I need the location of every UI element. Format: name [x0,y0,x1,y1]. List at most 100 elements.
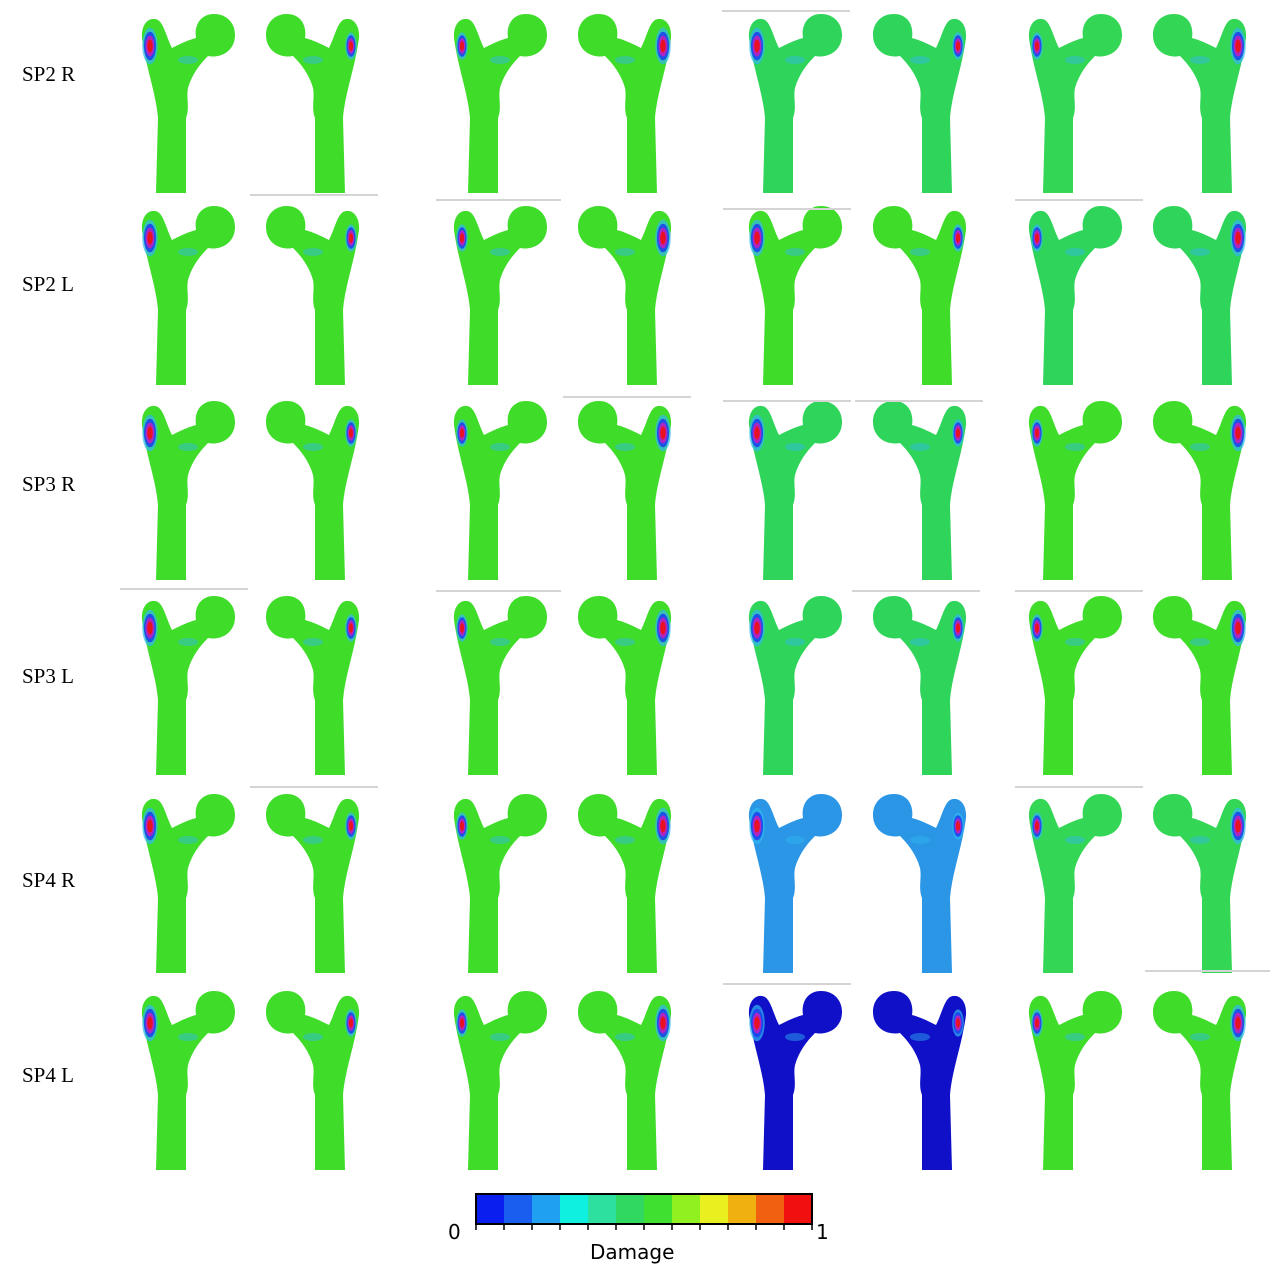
femur-surface [577,206,672,385]
femur-surface [265,991,360,1170]
femur-surface [141,206,236,385]
femur-pair [1015,8,1265,198]
colorbar-segment [476,1194,505,1224]
damage-contour [785,638,805,646]
femur-surface [453,794,548,973]
femur-model [1152,206,1247,385]
damage-contour [955,1018,961,1028]
femur-pair [1015,590,1265,780]
damage-contour [754,1016,760,1030]
image-separator-line [723,208,851,210]
femur-surface [265,206,360,385]
damage-contour [1190,56,1210,64]
damage-contour [348,623,354,633]
damage-contour [348,41,354,51]
femur-model [872,596,967,775]
damage-contour [754,39,760,53]
femur-pair-graphic [141,596,360,775]
femur-surface [872,596,967,775]
damage-contour [303,56,323,64]
femur-pair [440,200,690,390]
femur-model [1028,206,1123,385]
image-separator-line [723,400,851,402]
femur-surface [748,991,843,1170]
femur-pair-graphic [1028,14,1247,193]
femur-surface [872,401,967,580]
damage-contour [178,836,198,844]
damage-contour [303,638,323,646]
damage-contour [615,836,635,844]
damage-contour [1034,233,1040,243]
femur-pair [440,788,690,978]
femur-pair-graphic [748,14,967,193]
femur-model [453,14,548,193]
femur-surface [1152,596,1247,775]
damage-contour [754,819,760,833]
femur-surface [577,401,672,580]
femur-surface [872,991,967,1170]
femur-surface [453,991,548,1170]
femur-model [1028,794,1123,973]
damage-contour [660,231,666,245]
damage-contour [955,41,961,51]
damage-contour [147,1016,153,1030]
damage-contour [459,428,465,438]
image-separator-line [1015,590,1143,592]
femur-surface [1152,794,1247,973]
femur-pair-graphic [1028,596,1247,775]
damage-contour [754,621,760,635]
femur-model [265,596,360,775]
femur-pair [735,8,985,198]
damage-contour [303,248,323,256]
image-separator-line [120,588,248,590]
femur-model [1028,14,1123,193]
damage-contour [1190,443,1210,451]
femur-surface [748,14,843,193]
damage-contour [178,248,198,256]
femur-pair-graphic [141,206,360,385]
femur-surface [872,14,967,193]
colorbar-segment [532,1194,561,1224]
damage-contour [490,836,510,844]
femur-model [141,206,236,385]
femur-model [1152,401,1247,580]
femur-pair [440,590,690,780]
femur-surface [453,401,548,580]
femur-surface [141,991,236,1170]
femur-model [453,991,548,1170]
damage-contour [490,248,510,256]
femur-model [453,596,548,775]
damage-colorbar: 0 1 Damage [440,1190,860,1270]
damage-contour [1034,41,1040,51]
row-label-sp4-r: SP4 R [22,868,76,892]
femur-pair-graphic [453,991,672,1170]
femur-pair [440,8,690,198]
femur-model [577,596,672,775]
damage-contour [615,56,635,64]
femur-grid [120,8,1270,1170]
image-separator-line [1145,970,1270,972]
femur-model [265,14,360,193]
femur-model [577,991,672,1170]
femur-pair-graphic [748,794,967,973]
femur-surface [872,794,967,973]
femur-model [872,14,967,193]
femur-pair [128,395,378,585]
femur-model [748,794,843,973]
colorbar-segment [700,1194,729,1224]
damage-contour [1065,248,1085,256]
damage-contour [1065,443,1085,451]
femur-pair-graphic [1028,206,1247,385]
femur-surface [1028,991,1123,1170]
femur-surface [577,596,672,775]
femur-pair-graphic [453,206,672,385]
damage-contour [147,621,153,635]
femur-model [453,206,548,385]
femur-model [141,991,236,1170]
femur-surface [1028,401,1123,580]
damage-contour [660,621,666,635]
image-separator-line [250,786,378,788]
image-separator-line [1015,199,1143,201]
row-label-sp3-r: SP3 R [22,472,76,496]
damage-contour [660,426,666,440]
